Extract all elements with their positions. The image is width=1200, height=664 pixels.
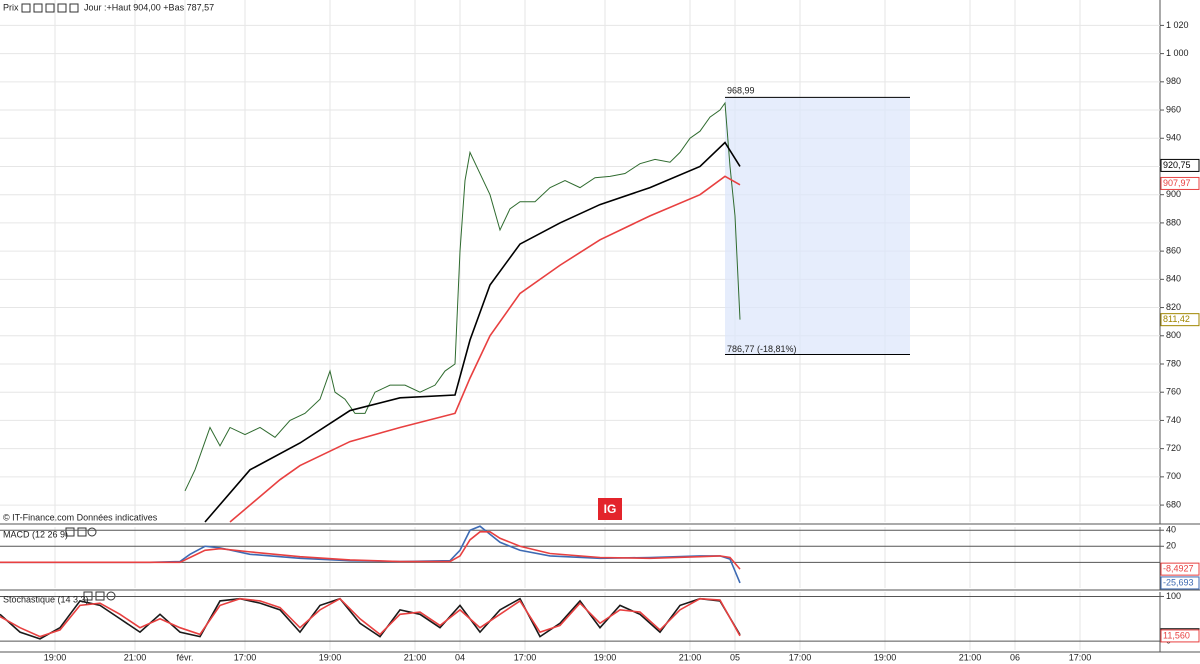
y-tick-label: 700 <box>1166 471 1181 481</box>
icon[interactable] <box>69 3 79 13</box>
series-line <box>229 175 741 523</box>
y-tick-label: 980 <box>1166 76 1181 86</box>
x-tick-label: 21:00 <box>404 652 427 662</box>
price-tag <box>1160 158 1200 172</box>
icon[interactable] <box>45 3 55 13</box>
price-tag <box>1160 313 1200 327</box>
y-tick-label: 780 <box>1166 358 1181 368</box>
x-tick-label: févr. <box>176 652 193 662</box>
y-tick-label: 800 <box>1166 330 1181 340</box>
price-tag-label: 920,75 <box>1163 160 1191 170</box>
x-tick-label: 17:00 <box>1069 652 1092 662</box>
price-tag <box>1160 576 1200 590</box>
source: © IT-Finance.com Données indicatives <box>3 512 158 522</box>
icon[interactable] <box>21 3 31 13</box>
price-tag-label: -8,4927 <box>1163 564 1194 574</box>
y-tick-label: 880 <box>1166 217 1181 227</box>
y-tick-label: 740 <box>1166 415 1181 425</box>
y-tick-label: 760 <box>1166 387 1181 397</box>
y-tick-label: 720 <box>1166 443 1181 453</box>
y-tick-label: 20 <box>1166 541 1176 551</box>
icon[interactable] <box>77 527 87 537</box>
price-tag <box>1160 176 1200 190</box>
y-tick-label: 900 <box>1166 189 1181 199</box>
price-tag <box>1160 562 1200 576</box>
logo <box>598 498 622 520</box>
x-tick-label: 19:00 <box>319 652 342 662</box>
y-tick-label: 100 <box>1166 591 1181 601</box>
series-line <box>0 597 741 638</box>
annotation: 968,99 <box>727 86 755 96</box>
price-tag-label: 11,560 <box>1163 630 1190 640</box>
icon[interactable] <box>87 527 97 537</box>
x-tick-label: 17:00 <box>234 652 257 662</box>
range-box <box>725 97 910 355</box>
x-tick-label: 21:00 <box>124 652 147 662</box>
price-tag <box>1160 629 1200 643</box>
x-tick-label: 05 <box>730 652 740 662</box>
y-tick-label: 860 <box>1166 245 1181 255</box>
price-tag-label: 907,97 <box>1163 178 1191 188</box>
panel-title: Stochastique (14 3 3) <box>3 594 89 604</box>
y-tick-label: 840 <box>1166 274 1181 284</box>
x-tick-label: 17:00 <box>789 652 812 662</box>
panel-title: MACD (12 26 9) <box>3 529 68 539</box>
x-tick-label: 21:00 <box>679 652 702 662</box>
icon[interactable] <box>33 3 43 13</box>
y-tick-label: 680 <box>1166 499 1181 509</box>
y-tick-label: 940 <box>1166 133 1181 143</box>
price-tag-label: 811,42 <box>1163 314 1190 324</box>
series-line <box>204 141 741 523</box>
series-line <box>0 597 741 640</box>
panel: 20 40 -8,4927 -25,693 MACD (12 26 9) <box>0 525 1200 591</box>
x-tick-label: 04 <box>455 652 465 662</box>
x-tick-label: 19:00 <box>44 652 67 662</box>
x-tick-label: 06 <box>1010 652 1020 662</box>
y-tick-label: 1 020 <box>1166 20 1189 30</box>
series-line <box>0 531 741 570</box>
x-tick-label: 21:00 <box>959 652 982 662</box>
annotation: 786,77 (-18,81%) <box>727 344 797 354</box>
panel-title: Prix <box>3 2 19 12</box>
y-tick-label: 40 <box>1166 525 1176 535</box>
icon[interactable] <box>65 527 75 537</box>
panel: 6807007207407607808008208408608809009209… <box>0 0 1200 525</box>
logo-text: IG <box>604 502 617 516</box>
series-line <box>184 101 741 492</box>
x-tick-label: 19:00 <box>594 652 617 662</box>
y-tick-label: 1 000 <box>1166 48 1189 58</box>
x-tick-label: 19:00 <box>874 652 897 662</box>
icon[interactable] <box>57 3 67 13</box>
panel-subtitle: Jour :+Haut 904,00 +Bas 787,57 <box>84 2 214 12</box>
x-tick-label: 17:00 <box>514 652 537 662</box>
price-tag-label: -25,693 <box>1163 577 1194 587</box>
y-tick-label: 820 <box>1166 302 1181 312</box>
y-tick-label: 960 <box>1166 104 1181 114</box>
